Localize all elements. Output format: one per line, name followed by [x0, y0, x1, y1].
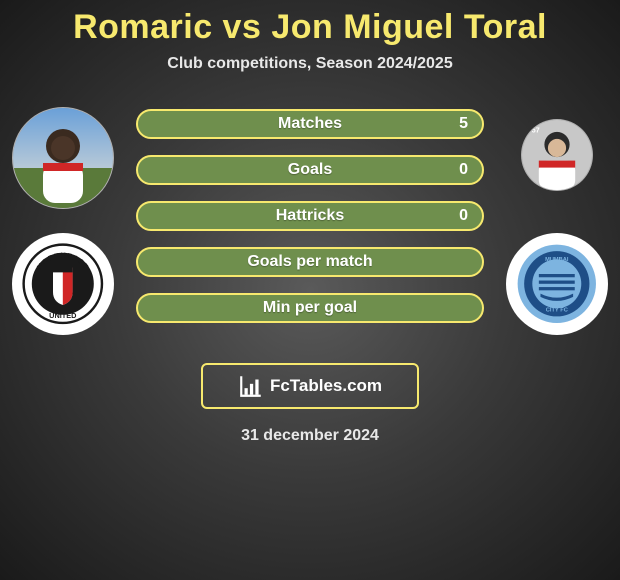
subtitle: Club competitions, Season 2024/2025 [0, 55, 620, 73]
chart-icon [238, 373, 264, 399]
page-title: Romaric vs Jon Miguel Toral [0, 8, 620, 47]
stat-bar-min-per-goal: Min per goal [136, 293, 484, 323]
brand-label: FcTables.com [270, 376, 382, 396]
svg-text:MUMBAI: MUMBAI [545, 257, 569, 263]
club-badge-icon: MUMBAI CITY FC [516, 243, 598, 325]
main-row: NORTHEAST UNITED Matches 5 Goals 0 Hatt [0, 103, 620, 335]
player-right-avatar: 57 [521, 119, 593, 191]
svg-text:57: 57 [532, 128, 540, 135]
date-label: 31 december 2024 [0, 427, 620, 445]
player-right-club-badge: MUMBAI CITY FC [506, 233, 608, 335]
stat-label: Goals [288, 161, 332, 179]
stat-label: Hattricks [276, 207, 344, 225]
brand-box[interactable]: FcTables.com [201, 363, 419, 409]
avatar-placeholder-icon [13, 108, 113, 208]
stat-bar-matches: Matches 5 [136, 109, 484, 139]
svg-text:CITY FC: CITY FC [546, 308, 568, 314]
stats-bars: Matches 5 Goals 0 Hattricks 0 Goals per … [136, 103, 484, 323]
stat-bar-goals: Goals 0 [136, 155, 484, 185]
svg-text:UNITED: UNITED [49, 311, 76, 320]
stat-value-right: 0 [459, 207, 468, 225]
comparison-card: Romaric vs Jon Miguel Toral Club competi… [0, 0, 620, 580]
player-left-avatar [12, 107, 114, 209]
stat-value-right: 5 [459, 115, 468, 133]
player-left-club-badge: NORTHEAST UNITED [12, 233, 114, 335]
stat-bar-goals-per-match: Goals per match [136, 247, 484, 277]
stat-label: Goals per match [247, 253, 372, 271]
stat-label: Min per goal [263, 299, 357, 317]
stat-label: Matches [278, 115, 342, 133]
left-column: NORTHEAST UNITED [8, 103, 118, 335]
stat-bar-hattricks: Hattricks 0 [136, 201, 484, 231]
stat-value-right: 0 [459, 161, 468, 179]
club-badge-icon: NORTHEAST UNITED [22, 243, 104, 325]
right-column: 57 MUMBAI CITY FC [502, 103, 612, 335]
avatar-placeholder-icon: 57 [522, 120, 592, 190]
